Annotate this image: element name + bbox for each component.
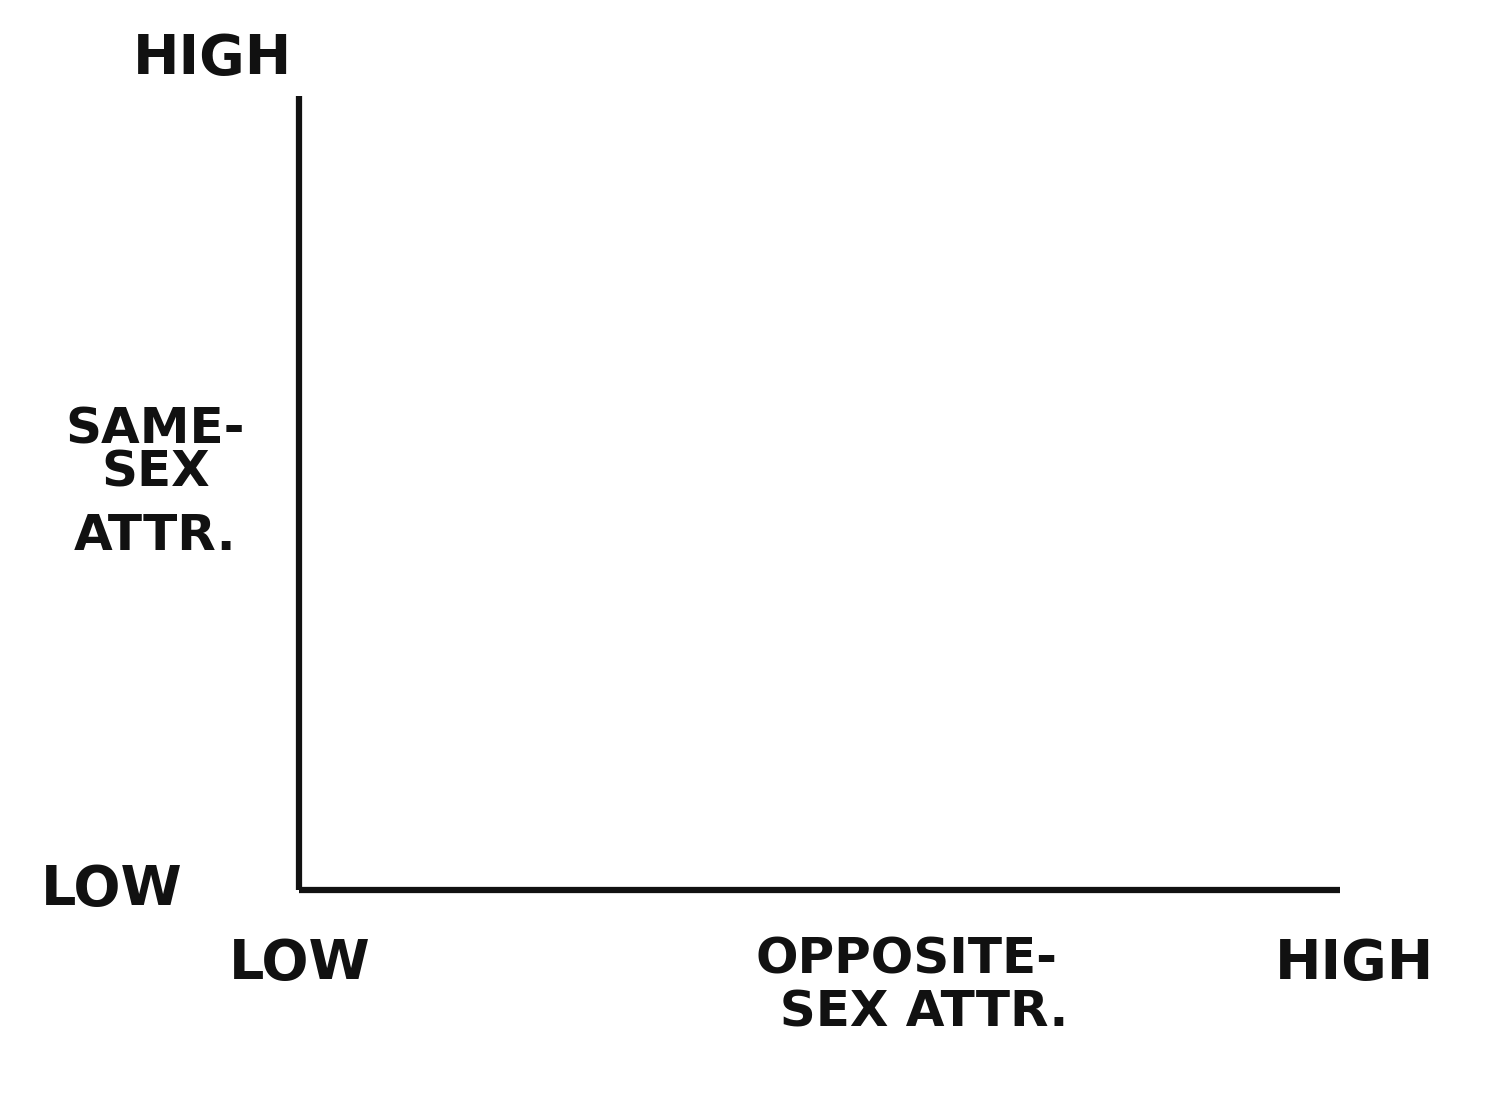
Text: LOW: LOW — [228, 938, 370, 992]
Text: HIGH: HIGH — [1275, 938, 1434, 992]
Text: LOW: LOW — [40, 864, 183, 918]
Text: SAME-: SAME- — [66, 406, 244, 453]
Text: SEX: SEX — [100, 448, 210, 496]
Text: ATTR.: ATTR. — [74, 512, 237, 559]
Text: HIGH: HIGH — [134, 32, 292, 86]
Text: SEX ATTR.: SEX ATTR. — [744, 988, 1068, 1036]
Text: OPPOSITE-: OPPOSITE- — [754, 935, 1058, 983]
